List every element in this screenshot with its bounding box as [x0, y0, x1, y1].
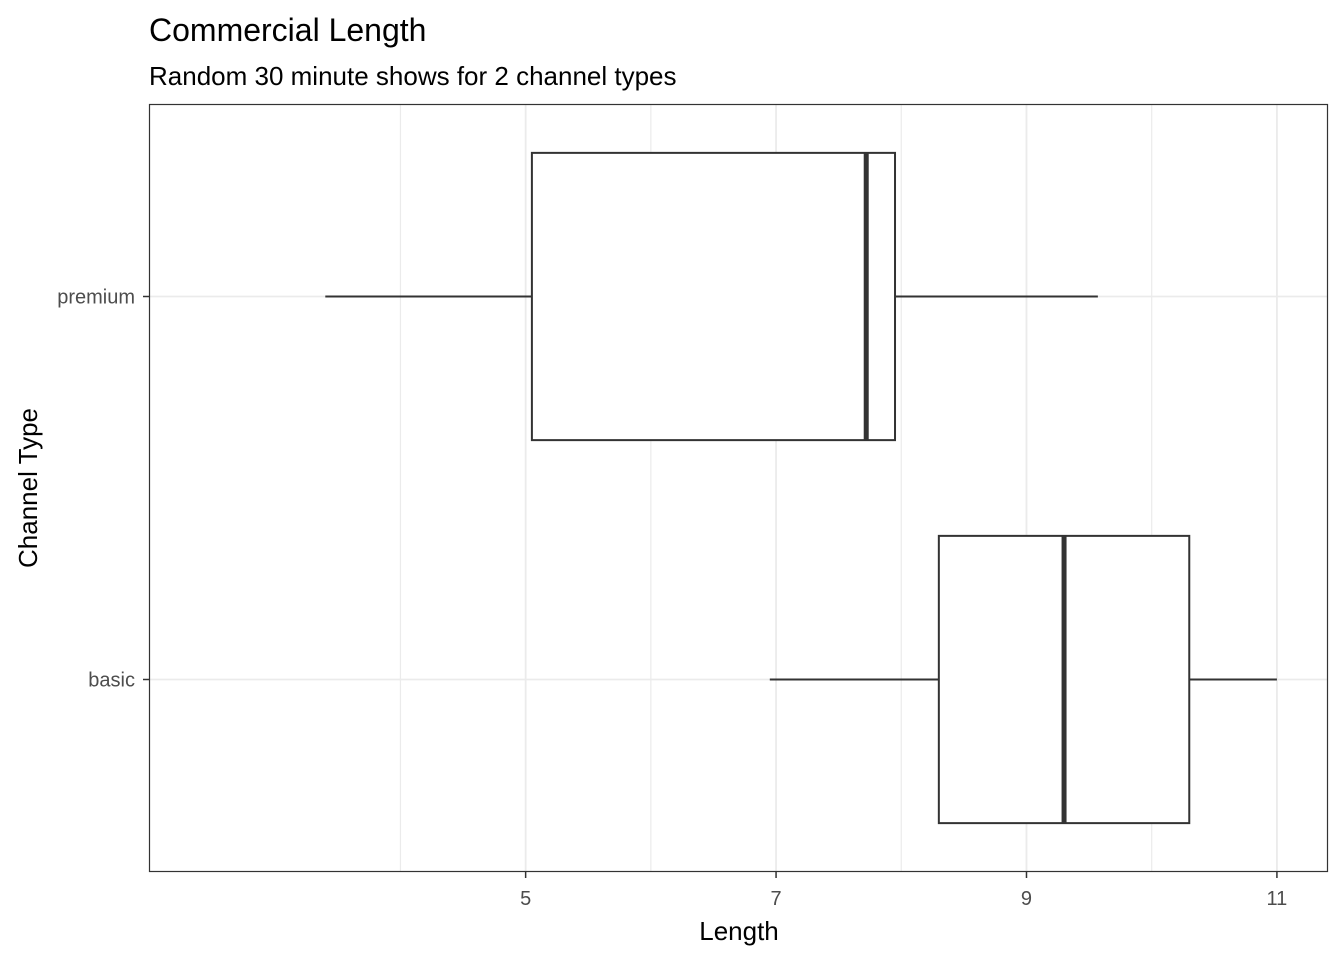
y-axis-title: Channel Type	[13, 408, 43, 568]
box	[530, 151, 897, 442]
box-layer	[325, 151, 1277, 825]
x-axis-title: Length	[699, 916, 779, 946]
x-tick-label: 9	[1021, 888, 1032, 910]
chart-title: Commercial Length	[149, 12, 426, 48]
tick-layer: 5 7 9 11 premium basic	[57, 287, 1287, 911]
x-tick-label: 7	[771, 888, 782, 910]
panel-border	[148, 103, 1329, 873]
x-tick-label: 11	[1267, 888, 1288, 910]
chart-subtitle: Random 30 minute shows for 2 channel typ…	[149, 61, 677, 91]
y-tick-label: basic	[88, 670, 135, 692]
x-tick-label: 5	[520, 888, 531, 910]
y-tick-label: premium	[57, 287, 135, 309]
